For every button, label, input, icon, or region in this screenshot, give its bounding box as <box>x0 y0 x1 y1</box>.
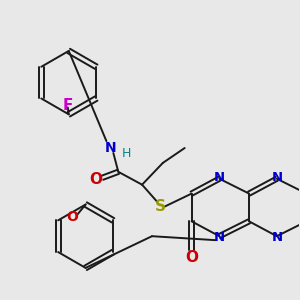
Text: O: O <box>185 250 198 266</box>
Text: N: N <box>271 171 282 184</box>
Text: H: H <box>122 148 131 160</box>
Text: N: N <box>214 231 225 244</box>
Text: S: S <box>154 199 165 214</box>
Text: N: N <box>105 141 116 155</box>
Text: N: N <box>214 171 225 184</box>
Text: O: O <box>89 172 102 187</box>
Text: N: N <box>271 231 282 244</box>
Text: F: F <box>63 98 73 113</box>
Text: O: O <box>66 210 78 224</box>
